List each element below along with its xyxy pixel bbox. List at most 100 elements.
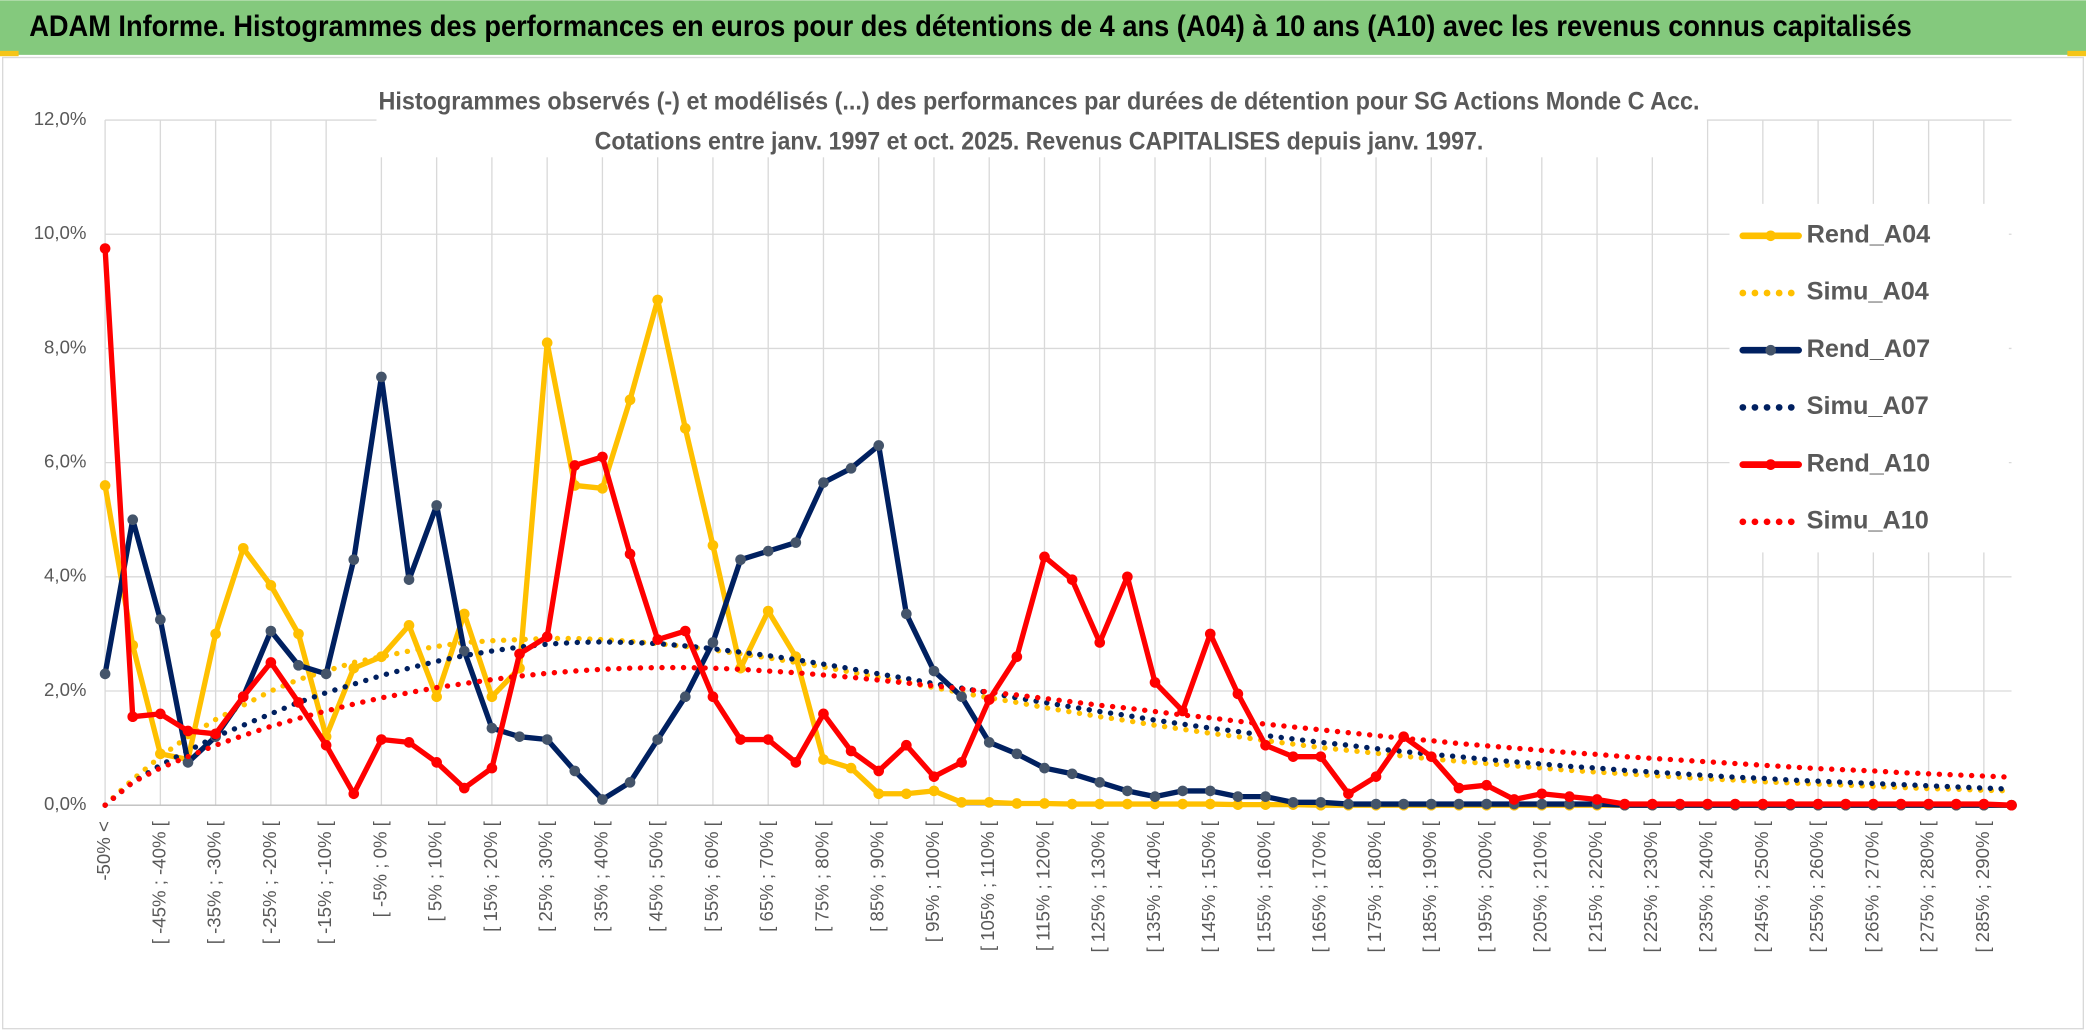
x-tick-label: [ 245% ; 250% [ — [1751, 820, 1772, 952]
data-point — [320, 739, 332, 751]
data-point — [458, 782, 470, 794]
data-point — [1149, 791, 1161, 802]
data-point — [1232, 791, 1244, 802]
data-point — [1950, 798, 1962, 810]
data-point — [1978, 798, 1990, 810]
data-point — [1343, 788, 1354, 800]
data-point — [956, 691, 967, 703]
x-tick-label: [ 25% ; 30% [ — [535, 820, 556, 932]
x-tick-label: [ 225% ; 230% [ — [1640, 820, 1661, 952]
data-point — [597, 794, 608, 805]
data-point — [514, 648, 525, 660]
x-tick-label: [ 205% ; 210% [ — [1530, 820, 1551, 952]
data-point — [182, 757, 194, 768]
title-backdrop — [376, 82, 1707, 158]
x-tick-label: [ 255% ; 260% [ — [1806, 820, 1827, 952]
data-point — [1287, 797, 1299, 808]
data-point — [928, 665, 940, 677]
data-point — [1260, 791, 1271, 802]
data-point — [1315, 751, 1327, 762]
data-point — [1011, 748, 1023, 760]
x-tick-label: [ 85% ; 90% [ — [867, 820, 888, 932]
data-point — [403, 737, 415, 748]
data-point — [210, 728, 221, 740]
data-point — [569, 460, 581, 471]
data-point — [983, 797, 995, 808]
data-point — [431, 500, 442, 511]
data-point — [624, 548, 636, 560]
data-point — [1066, 574, 1078, 585]
y-tick-label: 12,0% — [34, 108, 87, 129]
series-line — [102, 664, 2015, 808]
series-line — [102, 639, 2015, 808]
data-point — [155, 708, 166, 720]
data-point — [1122, 571, 1133, 583]
data-point — [237, 691, 249, 703]
data-point — [1702, 798, 1713, 810]
data-point — [956, 757, 967, 768]
data-point — [818, 754, 829, 765]
data-point — [210, 628, 221, 640]
data-point — [1204, 628, 1216, 640]
legend-marker — [1765, 459, 1777, 470]
data-point — [1868, 798, 1879, 810]
chart-subtitle: Cotations entre janv. 1997 et oct. 2025.… — [595, 127, 1484, 155]
data-point — [1315, 797, 1327, 808]
legend-label: Rend_A10 — [1807, 449, 1931, 477]
data-point — [1204, 785, 1216, 797]
data-point — [1536, 798, 1548, 810]
x-tick-label: [ 35% ; 40% [ — [590, 820, 611, 932]
data-point — [1177, 705, 1188, 717]
data-point — [1425, 751, 1437, 762]
legend-marker — [1765, 230, 1777, 242]
data-point — [1039, 551, 1050, 563]
x-tick-label: [ 75% ; 80% [ — [811, 820, 832, 932]
data-point — [376, 651, 387, 663]
x-tick-label: -50% < — [93, 821, 114, 880]
x-tick-label: [ -15% ; -10% [ — [314, 820, 335, 944]
data-point — [127, 711, 139, 723]
data-point — [1674, 798, 1686, 810]
chart-border — [1, 56, 2085, 1030]
data-point — [652, 294, 663, 306]
data-point — [541, 734, 553, 745]
data-point — [458, 608, 470, 620]
y-tick-label: 8,0% — [44, 336, 86, 357]
data-point — [1840, 798, 1852, 810]
legend-label: Simu_A10 — [1807, 506, 1929, 534]
y-tick-label: 10,0% — [34, 222, 87, 243]
x-tick-label: [ 265% ; 270% [ — [1861, 820, 1882, 952]
data-point — [707, 637, 719, 648]
legend: Rend_A04 Simu_A04 Rend_A07 Simu_A07 Rend_A10… — [1729, 203, 2009, 553]
x-tick-label: [ 195% ; 200% [ — [1474, 820, 1495, 952]
data-point — [956, 797, 967, 808]
corner — [2067, 50, 2086, 57]
data-point — [762, 734, 774, 745]
legend-label: Simu_A07 — [1807, 392, 1929, 420]
legend-marker — [1765, 344, 1777, 356]
data-point — [2006, 799, 2017, 811]
data-point — [901, 608, 912, 620]
data-point — [1895, 798, 1907, 810]
data-point — [624, 394, 636, 406]
data-point — [182, 725, 194, 737]
series-line — [102, 635, 2015, 808]
y-tick-label: 2,0% — [44, 679, 86, 700]
data-point — [348, 788, 360, 800]
data-point — [928, 771, 940, 782]
data-point — [679, 625, 691, 637]
x-tick-label: [ 215% ; 220% [ — [1585, 820, 1606, 952]
data-point — [1122, 798, 1133, 810]
chart-title: Histogrammes observés (-) et modélisés (… — [378, 87, 1699, 115]
data-point — [790, 537, 802, 548]
data-point — [1508, 794, 1520, 805]
data-point — [1343, 798, 1354, 810]
data-point — [237, 542, 249, 554]
x-tick-label: [ 285% ; 290% [ — [1972, 820, 1993, 952]
x-tick-label: [ 115% ; 120% [ — [1032, 820, 1053, 951]
data-point — [901, 739, 912, 751]
data-point — [320, 668, 332, 680]
data-point — [431, 691, 442, 703]
data-point — [845, 463, 857, 474]
data-point — [762, 545, 774, 557]
